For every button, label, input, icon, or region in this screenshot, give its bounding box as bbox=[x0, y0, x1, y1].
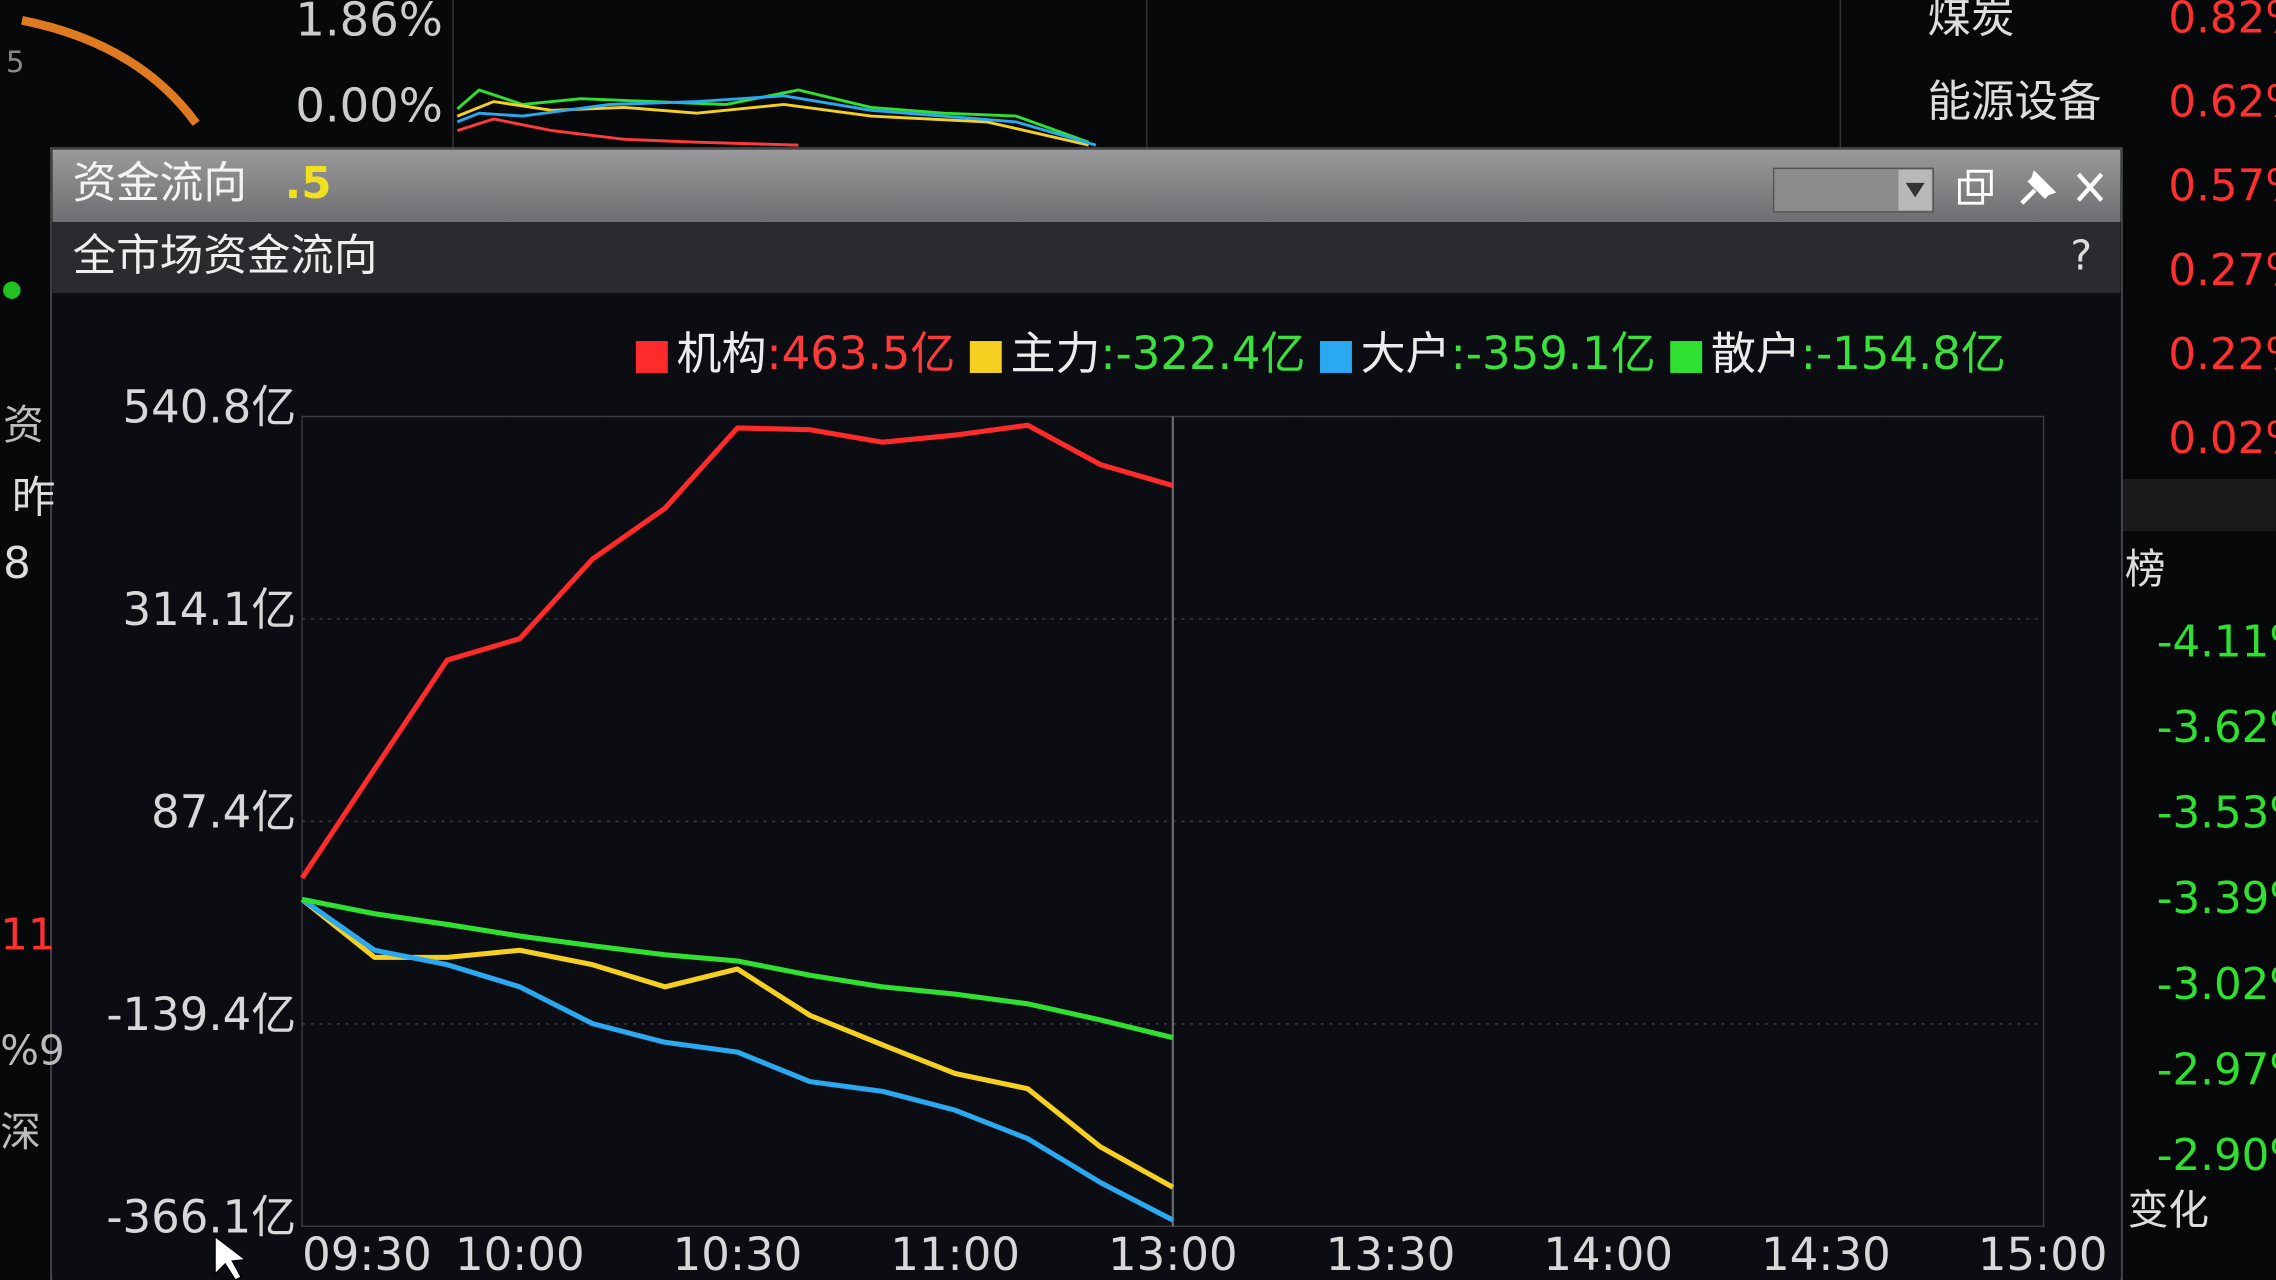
y-tick-label: -366.1亿 bbox=[106, 1190, 296, 1243]
legend-value: :-322.4亿 bbox=[1100, 327, 1305, 380]
fragment: 深 bbox=[0, 1108, 41, 1156]
legend-swatch bbox=[969, 341, 1002, 373]
series-line bbox=[300, 897, 1174, 1223]
loser-change: -2.90% bbox=[2157, 1131, 2276, 1181]
series-line bbox=[300, 897, 1175, 1190]
losers-title: 榜 bbox=[2125, 545, 2166, 593]
sector-name: 煤炭 bbox=[1927, 0, 2014, 43]
sector-change: 0.82% bbox=[2168, 0, 2276, 43]
legend-value: :-154.8亿 bbox=[1801, 327, 2006, 380]
losers-footer: 变化 bbox=[2128, 1186, 2209, 1234]
side-list: 0.57% 0.27% 0.22% 0.02% 榜 -4.11% -3.62% -3.53% -… bbox=[2121, 162, 2276, 1234]
mini-line bbox=[456, 88, 1090, 144]
gainer-change: 0.27% bbox=[2168, 246, 2276, 296]
fragment: %9 bbox=[0, 1027, 64, 1075]
series-line bbox=[299, 422, 1174, 880]
loser-change: -3.62% bbox=[2157, 703, 2276, 753]
cursor bbox=[214, 1234, 248, 1280]
x-tick-label: 14:00 bbox=[1543, 1228, 1673, 1280]
x-tick-label: 14:30 bbox=[1761, 1228, 1891, 1280]
pin-button[interactable] bbox=[2020, 170, 2057, 205]
loser-change: -3.53% bbox=[2157, 789, 2276, 839]
x-tick-label: 10:00 bbox=[455, 1228, 585, 1280]
loser-change: -2.97% bbox=[2157, 1045, 2276, 1095]
x-tick-label: 10:30 bbox=[673, 1228, 803, 1280]
fragment: 11 bbox=[0, 911, 55, 961]
mini-line bbox=[456, 94, 1097, 147]
mini-line bbox=[456, 100, 1089, 147]
gauge-arc bbox=[21, 16, 200, 126]
side-band bbox=[2121, 478, 2276, 532]
legend-name: 主力 bbox=[1010, 327, 1100, 380]
legend-swatch bbox=[1670, 341, 1703, 373]
sector-change: 0.62% bbox=[2168, 77, 2276, 127]
loser-change: -3.02% bbox=[2157, 960, 2276, 1010]
x-tick-label: 09:30 bbox=[302, 1228, 432, 1280]
mini-tick: 0.00% bbox=[295, 78, 442, 132]
mini-line bbox=[456, 117, 799, 147]
sub-header bbox=[52, 222, 2121, 294]
fragment: 昨 bbox=[12, 474, 56, 524]
legend-value: :-359.1亿 bbox=[1451, 327, 1656, 380]
help-button[interactable]: ? bbox=[2071, 231, 2093, 279]
y-tick-label: 314.1亿 bbox=[123, 583, 297, 636]
legend-name: 机构 bbox=[677, 327, 767, 380]
fragment: 8 bbox=[3, 539, 31, 589]
close-button[interactable] bbox=[2076, 172, 2104, 202]
dot bbox=[3, 281, 21, 299]
subtitle: 全市场资金流向 bbox=[73, 231, 378, 281]
sector-name: 能源设备 bbox=[1927, 77, 2101, 127]
y-tick-label: -139.4亿 bbox=[106, 988, 296, 1041]
loser-change: -4.11% bbox=[2157, 617, 2276, 667]
y-tick-label: 87.4亿 bbox=[151, 786, 296, 839]
x-tick-label: 15:00 bbox=[1978, 1228, 2108, 1280]
loser-change: -3.39% bbox=[2157, 874, 2276, 924]
legend-value: :463.5亿 bbox=[766, 327, 955, 380]
x-tick-label: 13:30 bbox=[1326, 1228, 1456, 1280]
legend-swatch bbox=[635, 341, 668, 373]
window-title: 资金流向 bbox=[73, 159, 247, 209]
gainer-change: 0.02% bbox=[2168, 414, 2276, 464]
legend-name: 大户 bbox=[1361, 327, 1451, 380]
gainer-change: 0.22% bbox=[2168, 330, 2276, 380]
legend-swatch bbox=[1320, 341, 1352, 373]
series-line bbox=[301, 896, 1174, 1041]
legend-name: 散户 bbox=[1711, 327, 1801, 380]
x-tick-label: 13:00 bbox=[1108, 1228, 1238, 1280]
y-tick-label: 540.8亿 bbox=[123, 381, 297, 434]
restore-button[interactable] bbox=[1957, 169, 1993, 205]
x-tick-label: 11:00 bbox=[890, 1228, 1020, 1280]
dropdown-arrow bbox=[1905, 182, 1925, 198]
window-badge: .5 bbox=[285, 159, 332, 209]
mini-tick: 1.86% bbox=[295, 0, 442, 47]
gainer-change: 0.57% bbox=[2168, 162, 2276, 212]
fragment: 资 bbox=[3, 401, 44, 449]
gauge-label: 5 bbox=[6, 45, 24, 79]
